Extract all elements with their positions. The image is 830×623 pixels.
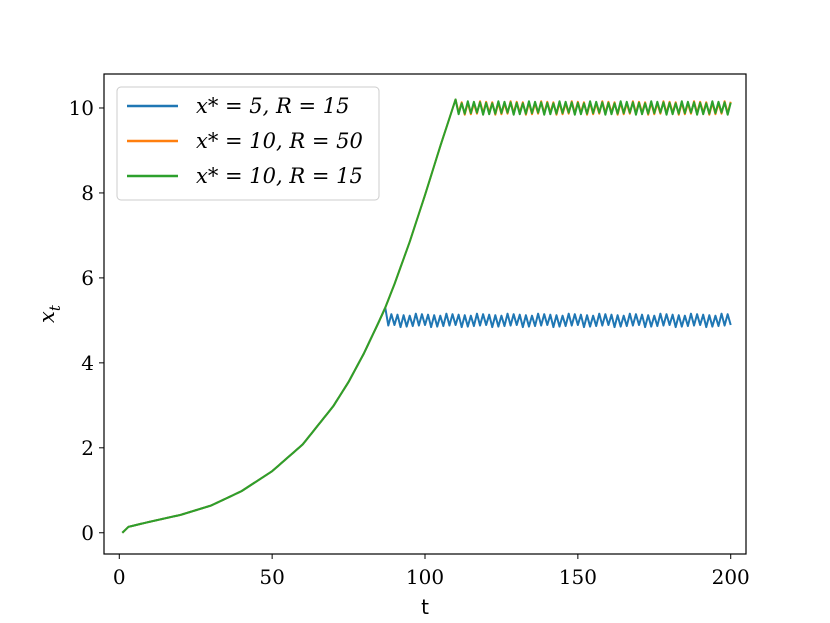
series-lines <box>121 98 732 534</box>
legend: x* = 5, R = 15 x* = 10, R = 50 x* = 10, R … <box>116 86 380 201</box>
x-axis-label: t <box>421 595 429 619</box>
y-tick-label: 4 <box>81 351 94 375</box>
x-tick-label: 0 <box>113 565 126 589</box>
y-tick-label: 6 <box>81 266 94 290</box>
legend-label-2: x* = 10, R = 50 <box>196 129 363 153</box>
x-tick-label: 50 <box>259 565 284 589</box>
series-line-3 <box>121 98 732 534</box>
y-tick-label: 0 <box>81 521 94 545</box>
legend-box <box>116 86 380 201</box>
x-tick-label: 200 <box>712 565 750 589</box>
y-tick-label: 8 <box>81 181 94 205</box>
x-tick-label: 150 <box>559 565 597 589</box>
y-tick-label: 2 <box>81 436 94 460</box>
x-tick-label: 100 <box>406 565 444 589</box>
y-axis-ticks: 0 2 4 6 8 10 <box>69 96 104 545</box>
legend-label-1: x* = 5, R = 15 <box>196 94 349 118</box>
y-tick-label: 10 <box>69 96 94 120</box>
legend-label-3: x* = 10, R = 15 <box>196 164 363 188</box>
y-axis-label: xt <box>35 304 64 323</box>
x-axis-ticks: 0 50 100 150 200 <box>113 554 750 589</box>
